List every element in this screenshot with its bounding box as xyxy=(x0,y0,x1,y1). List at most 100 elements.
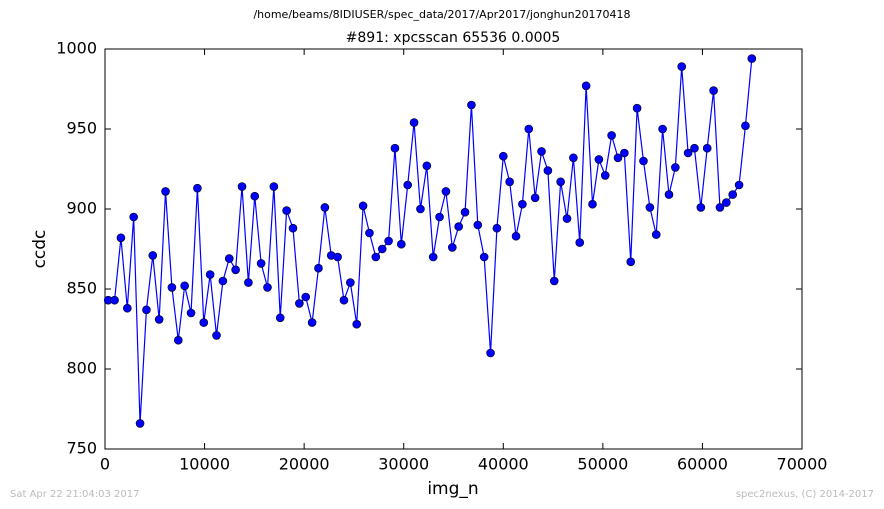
data-point xyxy=(690,143,699,153)
y-tick-label: 800 xyxy=(66,359,97,378)
data-point xyxy=(193,183,202,193)
data-point xyxy=(403,180,412,190)
data-point xyxy=(186,308,196,318)
data-point xyxy=(422,161,432,171)
data-point xyxy=(237,182,247,191)
y-tick-label: 850 xyxy=(66,279,97,298)
data-point xyxy=(314,263,323,273)
x-axis-label: img_n xyxy=(427,479,478,499)
data-point xyxy=(486,348,495,358)
data-point xyxy=(212,331,221,340)
data-point xyxy=(747,54,757,63)
plot-frame xyxy=(104,48,803,450)
data-point xyxy=(161,187,170,196)
data-point xyxy=(377,244,387,254)
data-point xyxy=(371,252,381,262)
data-line xyxy=(108,58,753,424)
suptitle: /home/beams/8IDIUSER/spec_data/2017/Apr2… xyxy=(253,8,630,21)
data-point xyxy=(135,419,145,428)
data-point xyxy=(352,319,362,329)
data-point xyxy=(575,238,585,247)
data-point xyxy=(397,239,406,249)
data-point xyxy=(167,283,177,292)
data-point xyxy=(549,276,559,286)
data-point xyxy=(473,220,483,230)
data-point xyxy=(581,81,591,91)
data-point xyxy=(416,204,425,214)
data-point xyxy=(594,155,604,164)
footer-right: spec2nexus, (C) 2014-2017 xyxy=(736,489,874,500)
data-point xyxy=(696,203,706,212)
data-point xyxy=(460,207,470,217)
data-point xyxy=(116,233,126,243)
data-point xyxy=(467,100,476,110)
x-tick-label: 10000 xyxy=(179,455,230,474)
data-point xyxy=(435,212,444,222)
data-point xyxy=(173,335,183,345)
data-point xyxy=(639,156,648,166)
data-point xyxy=(537,147,546,156)
x-tick-label: 50000 xyxy=(577,455,628,474)
data-point xyxy=(224,254,234,263)
data-point xyxy=(498,151,508,161)
y-tick-label: 1000 xyxy=(56,39,97,58)
data-point xyxy=(288,223,298,233)
data-point xyxy=(734,180,744,190)
data-point xyxy=(409,118,419,127)
data-point xyxy=(256,259,266,268)
data-point xyxy=(588,199,597,209)
x-tick-label: 70000 xyxy=(777,455,828,474)
data-point xyxy=(333,252,342,262)
data-point xyxy=(282,206,291,215)
data-point xyxy=(556,177,565,187)
data-point xyxy=(339,295,349,305)
x-tick-label: 30000 xyxy=(378,455,429,474)
data-point xyxy=(664,190,674,199)
x-tick-label: 0 xyxy=(100,455,110,474)
data-point xyxy=(244,278,253,287)
data-point xyxy=(683,148,693,158)
data-point xyxy=(524,124,534,134)
data-point xyxy=(180,281,189,291)
y-axis-label: ccdc xyxy=(30,230,50,269)
x-tick-label: 20000 xyxy=(279,455,330,474)
data-point xyxy=(613,153,623,163)
data-point xyxy=(479,252,489,262)
x-tick-label: 40000 xyxy=(478,455,529,474)
data-point xyxy=(448,243,457,252)
data-point xyxy=(530,193,540,203)
data-point xyxy=(142,305,151,315)
data-point xyxy=(250,191,260,201)
data-point xyxy=(231,265,240,275)
data-point xyxy=(110,295,119,305)
data-point xyxy=(205,270,215,279)
y-tick-label: 750 xyxy=(66,439,97,458)
data-point xyxy=(722,198,731,207)
data-point xyxy=(307,318,317,327)
data-point xyxy=(384,236,393,246)
chart-title: #891: xpcsscan 65536 0.0005 xyxy=(346,30,561,46)
data-point xyxy=(275,313,285,323)
data-point xyxy=(454,222,463,231)
data-point xyxy=(269,182,279,191)
y-tick-label: 950 xyxy=(66,119,97,138)
data-point xyxy=(569,153,578,163)
data-point xyxy=(518,199,527,209)
data-point xyxy=(123,303,132,313)
data-point xyxy=(715,203,725,212)
data-point xyxy=(677,62,687,71)
data-point xyxy=(320,203,330,212)
data-point xyxy=(148,251,158,260)
data-point xyxy=(626,257,636,267)
data-point xyxy=(632,103,642,113)
data-point xyxy=(218,276,228,286)
data-point xyxy=(658,124,667,134)
data-point xyxy=(390,143,400,153)
y-tick-label: 900 xyxy=(66,199,97,218)
data-point xyxy=(728,190,737,199)
data-point xyxy=(607,131,616,140)
data-point xyxy=(263,283,272,292)
data-point xyxy=(428,252,438,262)
